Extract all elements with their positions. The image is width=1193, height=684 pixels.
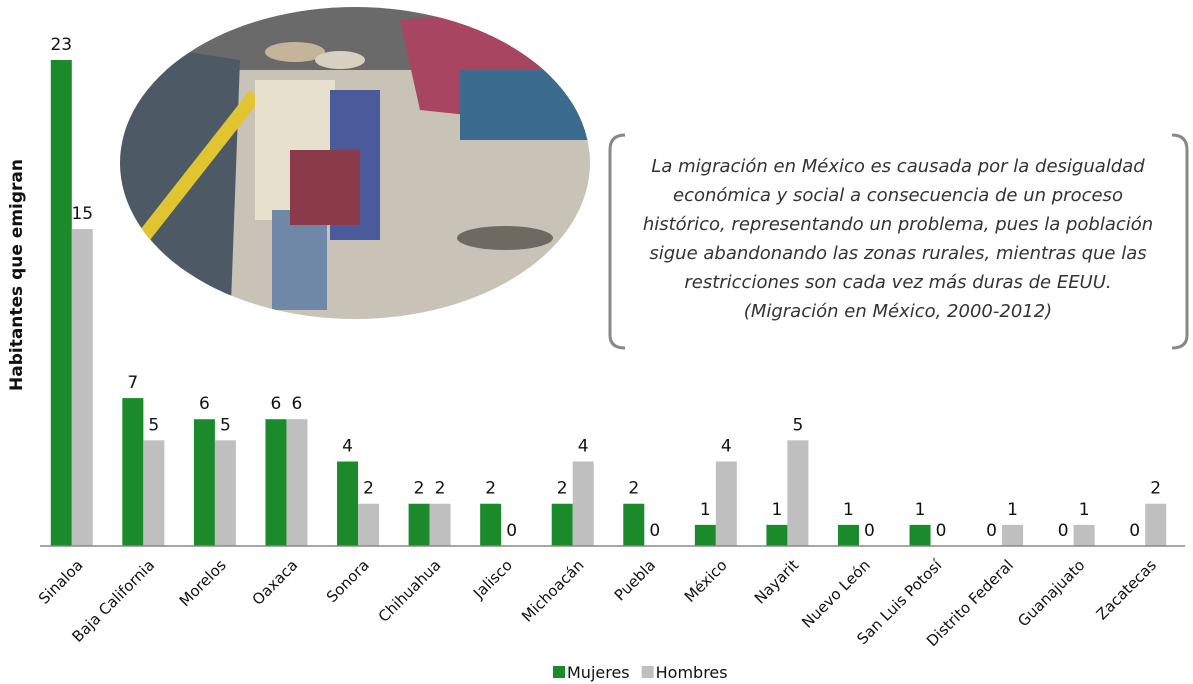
bar [214, 440, 236, 546]
value-label: 1 [1079, 500, 1090, 520]
bar [122, 398, 144, 546]
x-tick-label: Jalisco [469, 556, 516, 603]
bar [1073, 524, 1095, 546]
legend-label: Hombres [656, 663, 728, 682]
annotation-line: La migración en México es causada por la… [651, 156, 1145, 177]
bar [694, 524, 716, 546]
value-label: 0 [986, 521, 997, 541]
value-label: 4 [578, 436, 589, 456]
bar [623, 503, 645, 546]
value-label: 1 [1007, 500, 1018, 520]
annotation-line: histórico, representando un problema, pu… [643, 214, 1153, 235]
value-label: 0 [1129, 521, 1140, 541]
value-label: 0 [506, 521, 517, 541]
bar [143, 440, 165, 546]
x-tick-label: Oaxaca [249, 556, 302, 609]
value-label: 5 [220, 415, 231, 435]
bar [766, 524, 788, 546]
bracket-right [1171, 133, 1189, 350]
value-label: 2 [1150, 479, 1161, 499]
value-label: 7 [127, 373, 138, 393]
bar [572, 461, 594, 546]
bar [551, 503, 573, 546]
value-label: 4 [342, 436, 353, 456]
legend-swatch [553, 666, 565, 678]
annotation-line: (Migración en México, 2000-2012) [744, 301, 1052, 322]
value-label: 6 [271, 394, 282, 414]
value-label: 2 [435, 479, 446, 499]
bar [50, 60, 72, 546]
x-tick-label: Morelos [176, 556, 230, 610]
value-label: 23 [50, 35, 72, 55]
bar [480, 503, 502, 546]
bar [71, 229, 93, 547]
photo [120, 7, 590, 319]
value-label: 0 [649, 521, 660, 541]
bar [429, 503, 451, 546]
annotation-line: restricciones son cada vez más duras de … [684, 272, 1111, 293]
bar [909, 524, 931, 546]
x-tick-label: Zacatecas [1093, 556, 1160, 623]
value-label: 1 [771, 500, 782, 520]
bar [1002, 524, 1024, 546]
bar [265, 419, 287, 546]
annotation-line: sigue abandonando las zonas rurales, mie… [649, 243, 1146, 264]
x-tick-label: Nuevo León [798, 556, 874, 632]
value-label: 0 [1058, 521, 1069, 541]
x-tick-label: Michoacán [518, 556, 587, 625]
value-label: 1 [843, 500, 854, 520]
value-label: 2 [557, 479, 568, 499]
bar [193, 419, 215, 546]
bar [1145, 503, 1167, 546]
value-label: 2 [628, 479, 639, 499]
value-label: 15 [71, 204, 93, 224]
bar [715, 461, 737, 546]
bar [837, 524, 859, 546]
value-label: 6 [199, 394, 210, 414]
x-tick-label: México [681, 556, 731, 606]
bar [787, 440, 809, 546]
value-label: 5 [148, 415, 159, 435]
x-tick-label: Guanajuato [1014, 556, 1088, 630]
bar [337, 461, 359, 546]
bracket-left [608, 133, 626, 350]
annotation-line: económica y social a consecuencia de un … [673, 185, 1123, 206]
value-label: 2 [414, 479, 425, 499]
x-tick-label: Nayarit [751, 556, 802, 607]
x-tick-label: Sinaloa [35, 556, 87, 608]
x-tick-label: Puebla [611, 556, 659, 604]
value-label: 1 [915, 500, 926, 520]
value-label: 2 [485, 479, 496, 499]
value-label: 5 [792, 415, 803, 435]
value-label: 1 [700, 500, 711, 520]
value-label: 0 [936, 521, 947, 541]
bar [286, 419, 308, 546]
x-tick-label: Chihuahua [375, 556, 445, 626]
bar [408, 503, 430, 546]
x-tick-label: Sonora [323, 556, 373, 606]
value-label: 6 [292, 394, 303, 414]
value-label: 4 [721, 436, 732, 456]
legend-swatch [641, 666, 654, 678]
bar [358, 503, 380, 546]
legend-label: Mujeres [567, 663, 630, 682]
value-label: 0 [864, 521, 875, 541]
y-axis-label: Habitantes que emigran [7, 159, 27, 391]
value-label: 2 [363, 479, 374, 499]
